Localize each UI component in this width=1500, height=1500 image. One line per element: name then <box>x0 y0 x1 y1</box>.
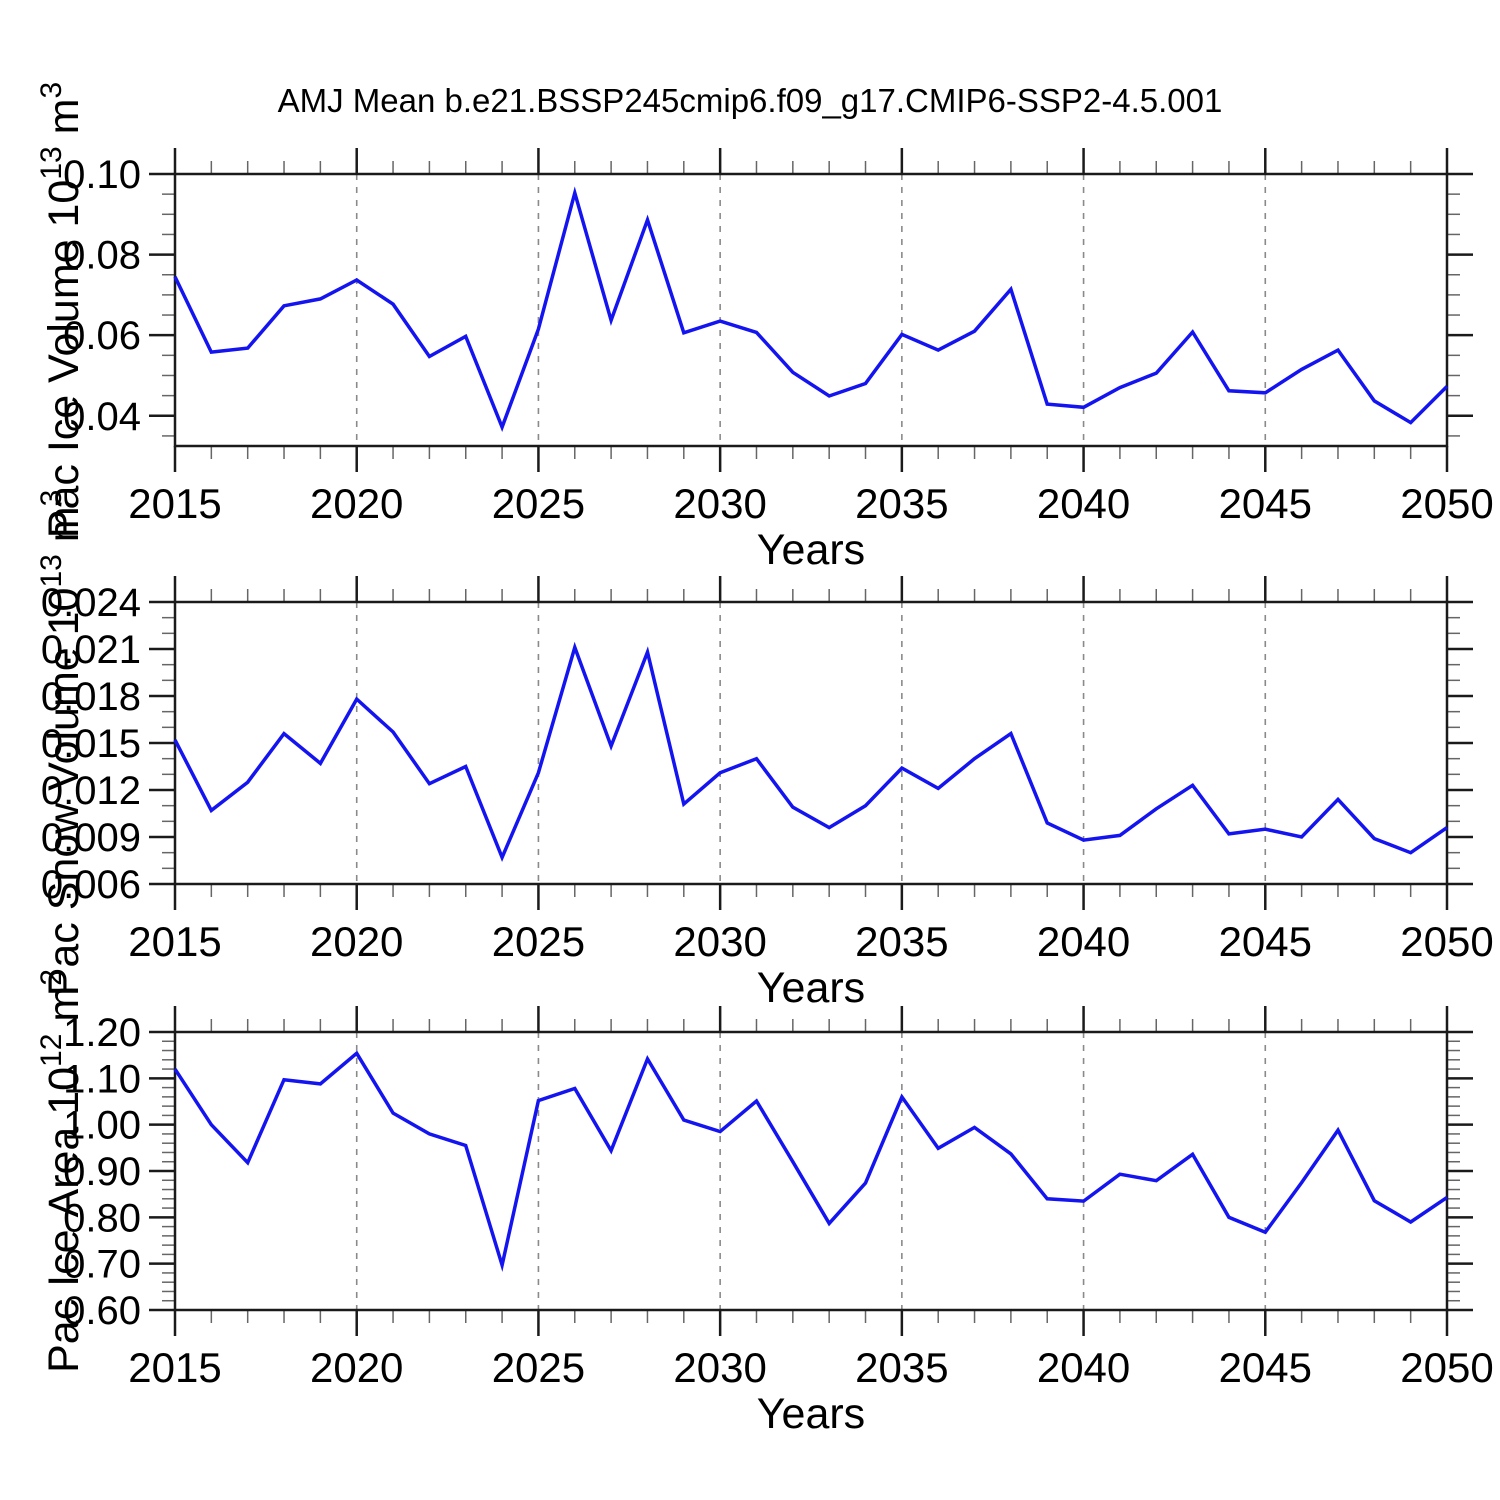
y-tick-label: 0.06 <box>63 314 141 358</box>
x-tick-label: 2030 <box>673 918 766 965</box>
x-tick-label: 2020 <box>310 918 403 965</box>
data-line-pac-ice-volume <box>173 186 1449 432</box>
axis-frame <box>173 1030 1449 1312</box>
y-tick-label: 0.80 <box>63 1196 141 1240</box>
data-line-pac-ice-area <box>173 1050 1448 1272</box>
y-tick-label: 0.015 <box>41 722 141 766</box>
y-tick-label: 1.00 <box>63 1104 141 1148</box>
x-tick-label: 2045 <box>1219 918 1312 965</box>
x-axis-label: Years <box>757 1390 865 1438</box>
x-tick-label: 2040 <box>1037 480 1130 527</box>
y-axis-label-pac-ice-area: Pac Ice Area 1012 m2 <box>35 969 88 1373</box>
panel-pac-ice-volume: 0.10 0.08 0.06 0.04 2015 2020 2025 2030 2035 2040… <box>35 82 1494 574</box>
x-tick-label: 2015 <box>128 918 221 965</box>
x-tick-label: 2025 <box>492 1344 585 1391</box>
x-tick-label: 2050 <box>1400 480 1493 527</box>
x-tick-label: 2050 <box>1400 918 1493 965</box>
axis-frame <box>173 600 1449 886</box>
data-line-pac-snow-volume <box>173 641 1448 862</box>
x-tick-label: 2020 <box>310 480 403 527</box>
y-tick-label: 1.20 <box>63 1011 141 1055</box>
axis-frame <box>173 172 1449 448</box>
y-tick-label: 0.60 <box>63 1289 141 1333</box>
y-tick-label: 0.90 <box>63 1150 141 1194</box>
x-tick-label: 2040 <box>1037 918 1130 965</box>
y-tick-label: 0.08 <box>63 234 141 278</box>
y-tick-label: 0.70 <box>63 1243 141 1287</box>
y-axis-label-pac-snow-volume: Pac Snow Volume 1013 m3 <box>35 490 88 997</box>
y-tick-label: 0.10 <box>63 153 141 197</box>
y-tick-label: 0.04 <box>63 395 141 439</box>
x-tick-label: 2025 <box>492 480 585 527</box>
y-axis-label-pac-ice-volume: Pac Ice Volume 1013 m3 <box>35 82 88 538</box>
x-tick-label: 2020 <box>310 1344 403 1391</box>
y-tick-label: 0.012 <box>41 769 141 813</box>
x-tick-label: 2015 <box>128 480 221 527</box>
y-tick-label: 1.10 <box>63 1057 141 1101</box>
x-tick-label: 2030 <box>673 1344 766 1391</box>
x-tick-label: 2040 <box>1037 1344 1130 1391</box>
x-tick-label: 2025 <box>492 918 585 965</box>
x-tick-label: 2045 <box>1219 1344 1312 1391</box>
x-tick-label: 2035 <box>855 1344 948 1391</box>
y-tick-label: 0.006 <box>41 863 141 907</box>
x-tick-label: 2015 <box>128 1344 221 1391</box>
panel-pac-ice-area: 1.201.101.000.900.800.700.60 2015 2020 2025… <box>35 969 1494 1438</box>
x-tick-label: 2050 <box>1400 1344 1493 1391</box>
x-tick-label: 2035 <box>855 480 948 527</box>
y-tick-label: 0.024 <box>41 581 141 625</box>
x-tick-label: 2035 <box>855 918 948 965</box>
x-axis-label: Years <box>757 964 865 1012</box>
x-axis-label: Years <box>757 526 865 574</box>
chart-title: AMJ Mean b.e21.BSSP245cmip6.f09_g17.CMIP… <box>278 82 1223 119</box>
x-tick-label: 2045 <box>1219 480 1312 527</box>
y-tick-label: 0.018 <box>41 675 141 719</box>
x-tick-label: 2030 <box>673 480 766 527</box>
y-tick-label: 0.021 <box>41 628 141 672</box>
y-tick-label: 0.009 <box>41 816 141 860</box>
